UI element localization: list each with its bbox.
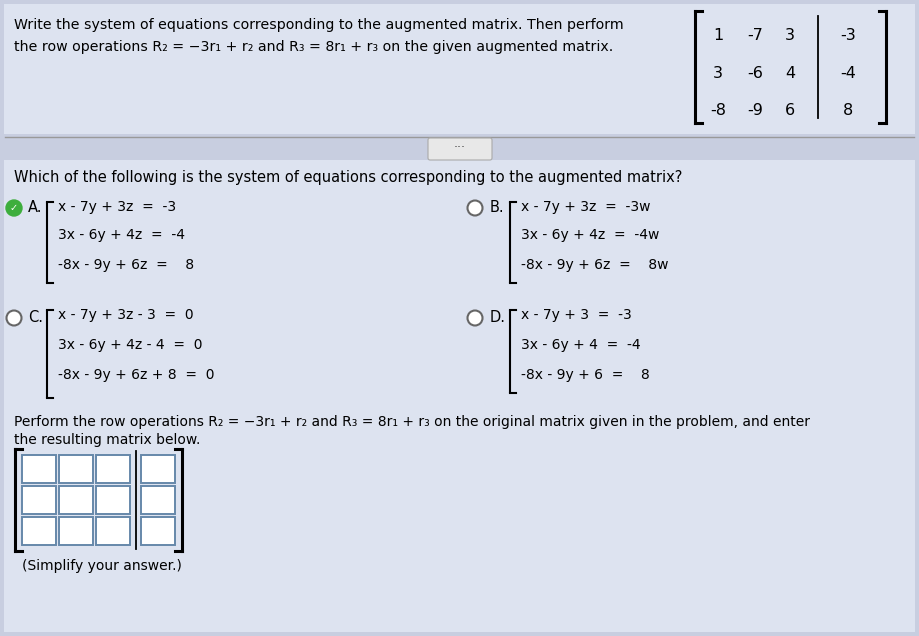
- Text: -9: -9: [747, 103, 763, 118]
- Text: x - 7y + 3z  =  -3w: x - 7y + 3z = -3w: [521, 200, 651, 214]
- Text: -8x - 9y + 6z  =    8: -8x - 9y + 6z = 8: [58, 258, 194, 272]
- Text: x - 7y + 3z  =  -3: x - 7y + 3z = -3: [58, 200, 176, 214]
- Text: Which of the following is the system of equations corresponding to the augmented: Which of the following is the system of …: [14, 170, 683, 185]
- Text: Write the system of equations corresponding to the augmented matrix. Then perfor: Write the system of equations correspond…: [14, 18, 624, 32]
- Circle shape: [6, 200, 22, 216]
- Text: 3x - 6y + 4  =  -4: 3x - 6y + 4 = -4: [521, 338, 641, 352]
- Bar: [141, 486, 175, 514]
- Text: 3: 3: [785, 28, 795, 43]
- Bar: [141, 517, 175, 545]
- Text: x - 7y + 3z - 3  =  0: x - 7y + 3z - 3 = 0: [58, 308, 194, 322]
- Text: 6: 6: [785, 103, 795, 118]
- Text: (Simplify your answer.): (Simplify your answer.): [22, 559, 182, 573]
- Circle shape: [6, 310, 21, 326]
- Bar: [141, 455, 175, 483]
- Bar: [22, 486, 56, 514]
- Text: 1: 1: [713, 28, 723, 43]
- Bar: [59, 517, 93, 545]
- Text: -3: -3: [840, 28, 856, 43]
- Text: 3x - 6y + 4z - 4  =  0: 3x - 6y + 4z - 4 = 0: [58, 338, 202, 352]
- Text: the resulting matrix below.: the resulting matrix below.: [14, 433, 200, 447]
- Text: Perform the row operations R₂ = −3r₁ + r₂ and R₃ = 8r₁ + r₃ on the original matr: Perform the row operations R₂ = −3r₁ + r…: [14, 415, 810, 429]
- Text: D.: D.: [490, 310, 506, 325]
- Bar: [96, 486, 130, 514]
- Circle shape: [468, 310, 482, 326]
- Text: 3: 3: [713, 66, 723, 81]
- Text: 3x - 6y + 4z  =  -4w: 3x - 6y + 4z = -4w: [521, 228, 659, 242]
- Text: 3x - 6y + 4z  =  -4: 3x - 6y + 4z = -4: [58, 228, 185, 242]
- Text: -6: -6: [747, 66, 763, 81]
- Text: x - 7y + 3  =  -3: x - 7y + 3 = -3: [521, 308, 631, 322]
- FancyBboxPatch shape: [4, 4, 915, 134]
- Text: -8x - 9y + 6  =    8: -8x - 9y + 6 = 8: [521, 368, 650, 382]
- Bar: [22, 455, 56, 483]
- FancyBboxPatch shape: [4, 160, 915, 632]
- Text: ···: ···: [454, 141, 466, 154]
- Bar: [96, 517, 130, 545]
- Text: 8: 8: [843, 103, 853, 118]
- Text: -7: -7: [747, 28, 763, 43]
- Bar: [59, 486, 93, 514]
- Text: A.: A.: [28, 200, 42, 215]
- Text: -4: -4: [840, 66, 856, 81]
- Text: -8: -8: [710, 103, 726, 118]
- Bar: [59, 455, 93, 483]
- FancyBboxPatch shape: [428, 138, 492, 160]
- Bar: [22, 517, 56, 545]
- Bar: [96, 455, 130, 483]
- Text: ✓: ✓: [10, 204, 18, 214]
- Circle shape: [468, 200, 482, 216]
- Text: C.: C.: [28, 310, 43, 325]
- Text: -8x - 9y + 6z  =    8w: -8x - 9y + 6z = 8w: [521, 258, 668, 272]
- Text: B.: B.: [490, 200, 505, 215]
- Text: 4: 4: [785, 66, 795, 81]
- Text: -8x - 9y + 6z + 8  =  0: -8x - 9y + 6z + 8 = 0: [58, 368, 214, 382]
- Text: the row operations R₂ = −3r₁ + r₂ and R₃ = 8r₁ + r₃ on the given augmented matri: the row operations R₂ = −3r₁ + r₂ and R₃…: [14, 40, 613, 54]
